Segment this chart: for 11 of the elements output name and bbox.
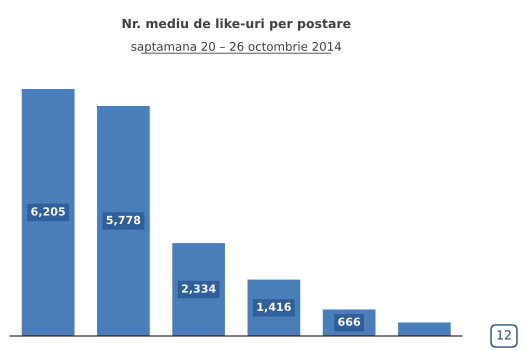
data-label: 6,205 [31, 207, 65, 218]
bar [97, 106, 150, 336]
data-label: 5,778 [106, 216, 140, 226]
chart-title: Nr. mediu de like-uri per postare [122, 18, 350, 31]
data-label: 2,334 [182, 284, 216, 294]
bar [398, 322, 451, 336]
data-label: 1,416 [258, 302, 291, 312]
text: 12 [497, 330, 511, 340]
chart-subtitle: saptamana 20 – 26 octombrie 2014 [131, 42, 342, 54]
data-label: 666 [338, 318, 360, 326]
bar [22, 88, 74, 336]
